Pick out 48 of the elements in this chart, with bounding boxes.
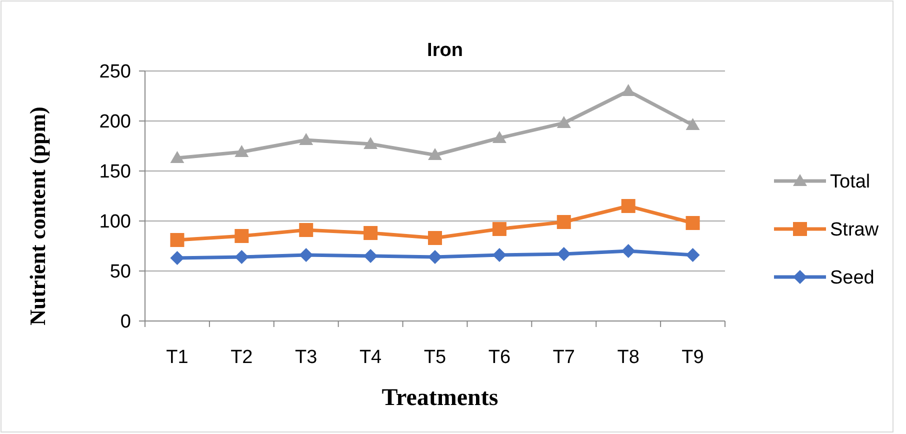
point [556, 247, 571, 261]
x-tick-label: T7 [552, 347, 575, 368]
y-tick-label: 50 [110, 262, 131, 283]
chart-title: Iron [427, 40, 463, 61]
x-tick-label: T8 [617, 347, 640, 368]
point [299, 133, 314, 145]
point [428, 148, 442, 160]
point [686, 216, 700, 230]
x-tick-label: T3 [295, 347, 318, 368]
point [299, 248, 314, 262]
point [170, 233, 184, 247]
point [170, 251, 184, 265]
x-tick-label: T2 [230, 347, 253, 368]
y-tick-label: 250 [99, 62, 131, 83]
point [364, 137, 378, 149]
x-tick-label: T5 [424, 347, 446, 368]
point [234, 145, 249, 157]
y-tick-label: 0 [120, 312, 131, 333]
y-tick-label: 200 [99, 112, 131, 133]
point [556, 116, 571, 128]
x-axis-title: Treatments [382, 385, 498, 411]
legend-label: Seed [830, 268, 874, 289]
x-tick-label: T6 [488, 347, 511, 368]
y-tick-label: 100 [99, 212, 131, 233]
y-tick-label: 150 [99, 162, 131, 183]
x-tick-label: T9 [682, 347, 704, 368]
legend-label: Total [830, 172, 870, 193]
point [492, 248, 506, 262]
point [428, 250, 442, 264]
point [234, 250, 249, 264]
point [686, 118, 700, 130]
point [364, 249, 378, 263]
point [299, 223, 314, 237]
point [621, 244, 636, 258]
x-tick-label: T1 [166, 347, 188, 368]
x-tick-label: T4 [359, 347, 382, 368]
point [492, 222, 506, 236]
point [234, 229, 249, 243]
point [686, 248, 700, 262]
point [428, 231, 442, 245]
point [364, 226, 378, 240]
legend-label: Straw [830, 220, 879, 241]
point [492, 131, 506, 143]
point [556, 215, 571, 229]
point [621, 84, 636, 96]
point [621, 199, 636, 213]
y-axis-title: Nutrient content (ppm) [25, 106, 50, 326]
point [170, 151, 184, 163]
